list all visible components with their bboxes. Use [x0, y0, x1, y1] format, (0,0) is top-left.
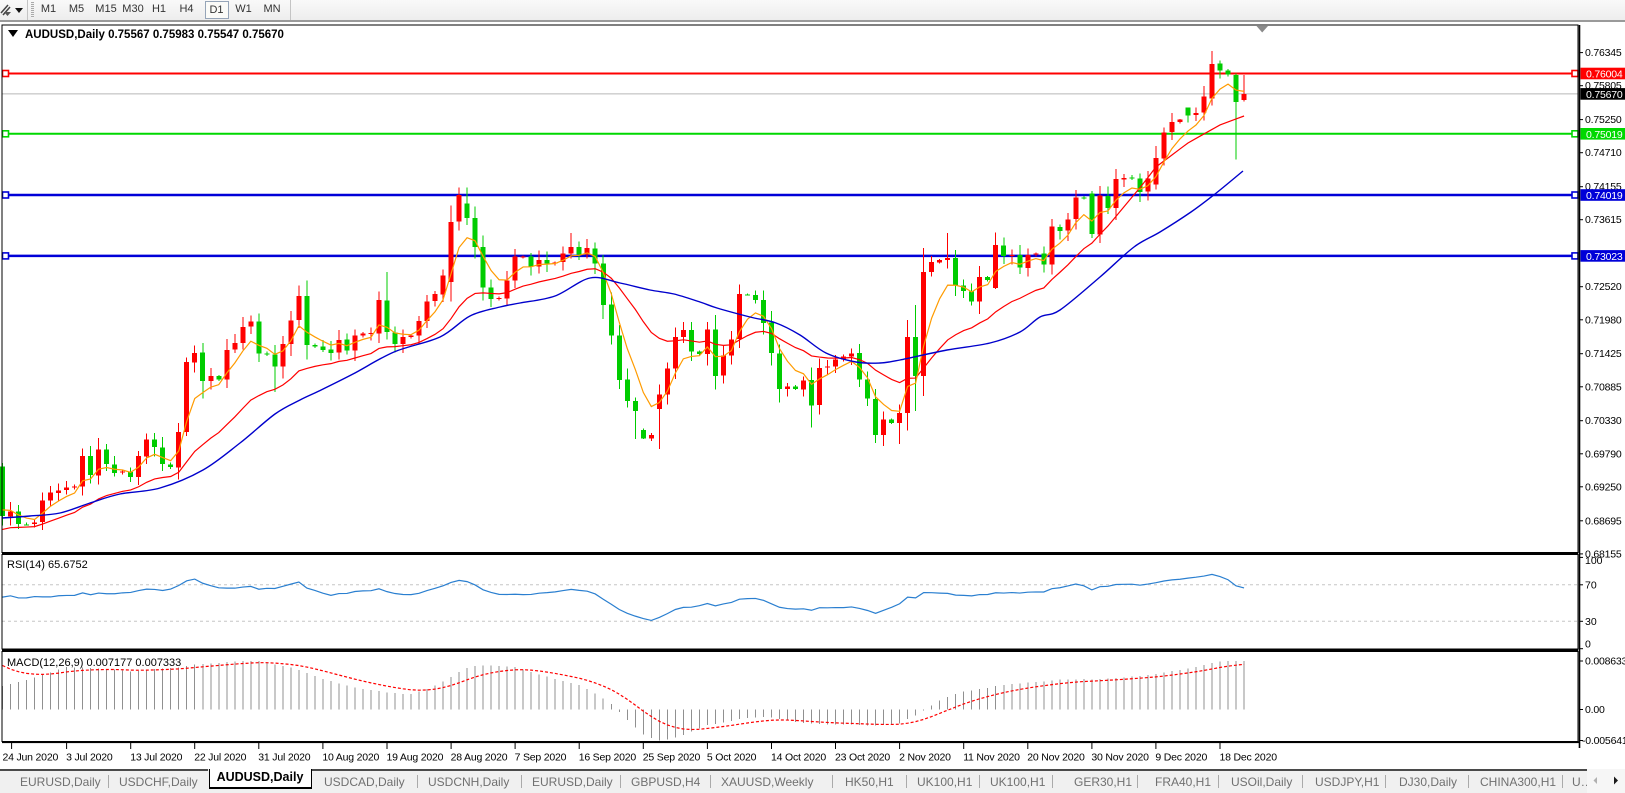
svg-text:31 Jul 2020: 31 Jul 2020: [258, 752, 310, 764]
svg-text:28 Aug 2020: 28 Aug 2020: [451, 752, 508, 764]
svg-text:0.75670: 0.75670: [1586, 89, 1623, 101]
svg-text:11 Nov 2020: 11 Nov 2020: [963, 752, 1020, 764]
svg-text:30: 30: [1585, 616, 1597, 628]
svg-text:30 Nov 2020: 30 Nov 2020: [1091, 752, 1149, 764]
svg-text:AUDUSD,Daily 0.75567 0.75983: AUDUSD,Daily 0.75567 0.75983 0.75547 0.7…: [25, 29, 284, 41]
svg-text:25 Sep 2020: 25 Sep 2020: [643, 752, 701, 764]
svg-text:0.69790: 0.69790: [1585, 448, 1622, 460]
svg-text:22 Jul 2020: 22 Jul 2020: [194, 752, 246, 764]
svg-text:14 Oct 2020: 14 Oct 2020: [771, 752, 826, 764]
svg-text:0.75019: 0.75019: [1586, 129, 1623, 141]
svg-text:0.72520: 0.72520: [1585, 281, 1622, 293]
svg-text:0.75250: 0.75250: [1585, 114, 1622, 126]
svg-text:70: 70: [1585, 579, 1597, 591]
svg-text:0.74710: 0.74710: [1585, 147, 1622, 159]
svg-text:0.68695: 0.68695: [1585, 515, 1622, 527]
svg-text:9 Dec 2020: 9 Dec 2020: [1155, 752, 1207, 764]
svg-text:2 Nov 2020: 2 Nov 2020: [899, 752, 951, 764]
svg-text:0.71425: 0.71425: [1585, 348, 1622, 360]
svg-text:24 Jun 2020: 24 Jun 2020: [3, 752, 59, 764]
svg-text:3 Jul 2020: 3 Jul 2020: [66, 752, 113, 764]
svg-text:23 Oct 2020: 23 Oct 2020: [835, 752, 890, 764]
svg-text:0.71980: 0.71980: [1585, 314, 1622, 326]
svg-text:0.008633: 0.008633: [1585, 656, 1625, 668]
svg-text:13 Jul 2020: 13 Jul 2020: [130, 752, 182, 764]
svg-text:0.74019: 0.74019: [1586, 190, 1623, 202]
svg-text:18 Dec 2020: 18 Dec 2020: [1220, 752, 1278, 764]
svg-text:16 Sep 2020: 16 Sep 2020: [579, 752, 637, 764]
svg-text:0.68155: 0.68155: [1585, 548, 1622, 560]
svg-text:100: 100: [1585, 555, 1603, 567]
svg-text:RSI(14) 65.6752: RSI(14) 65.6752: [7, 559, 88, 571]
svg-text:MACD(12,26,9) 0.007177 0.00733: MACD(12,26,9) 0.007177 0.007333: [7, 657, 181, 669]
svg-text:0.70885: 0.70885: [1585, 381, 1622, 393]
svg-text:10 Aug 2020: 10 Aug 2020: [322, 752, 379, 764]
svg-text:0.73615: 0.73615: [1585, 214, 1622, 226]
svg-text:19 Aug 2020: 19 Aug 2020: [387, 752, 444, 764]
svg-text:0.76345: 0.76345: [1585, 47, 1622, 59]
svg-text:-0.005641: -0.005641: [1582, 735, 1625, 747]
svg-text:0.00: 0.00: [1585, 704, 1605, 716]
svg-text:0: 0: [1585, 639, 1591, 651]
svg-text:0.73023: 0.73023: [1586, 251, 1623, 263]
svg-text:0.70330: 0.70330: [1585, 415, 1622, 427]
svg-text:7 Sep 2020: 7 Sep 2020: [515, 752, 567, 764]
svg-text:0.69250: 0.69250: [1585, 481, 1622, 493]
svg-text:5 Oct 2020: 5 Oct 2020: [707, 752, 757, 764]
svg-text:20 Nov 2020: 20 Nov 2020: [1027, 752, 1085, 764]
svg-text:0.76004: 0.76004: [1586, 69, 1623, 81]
